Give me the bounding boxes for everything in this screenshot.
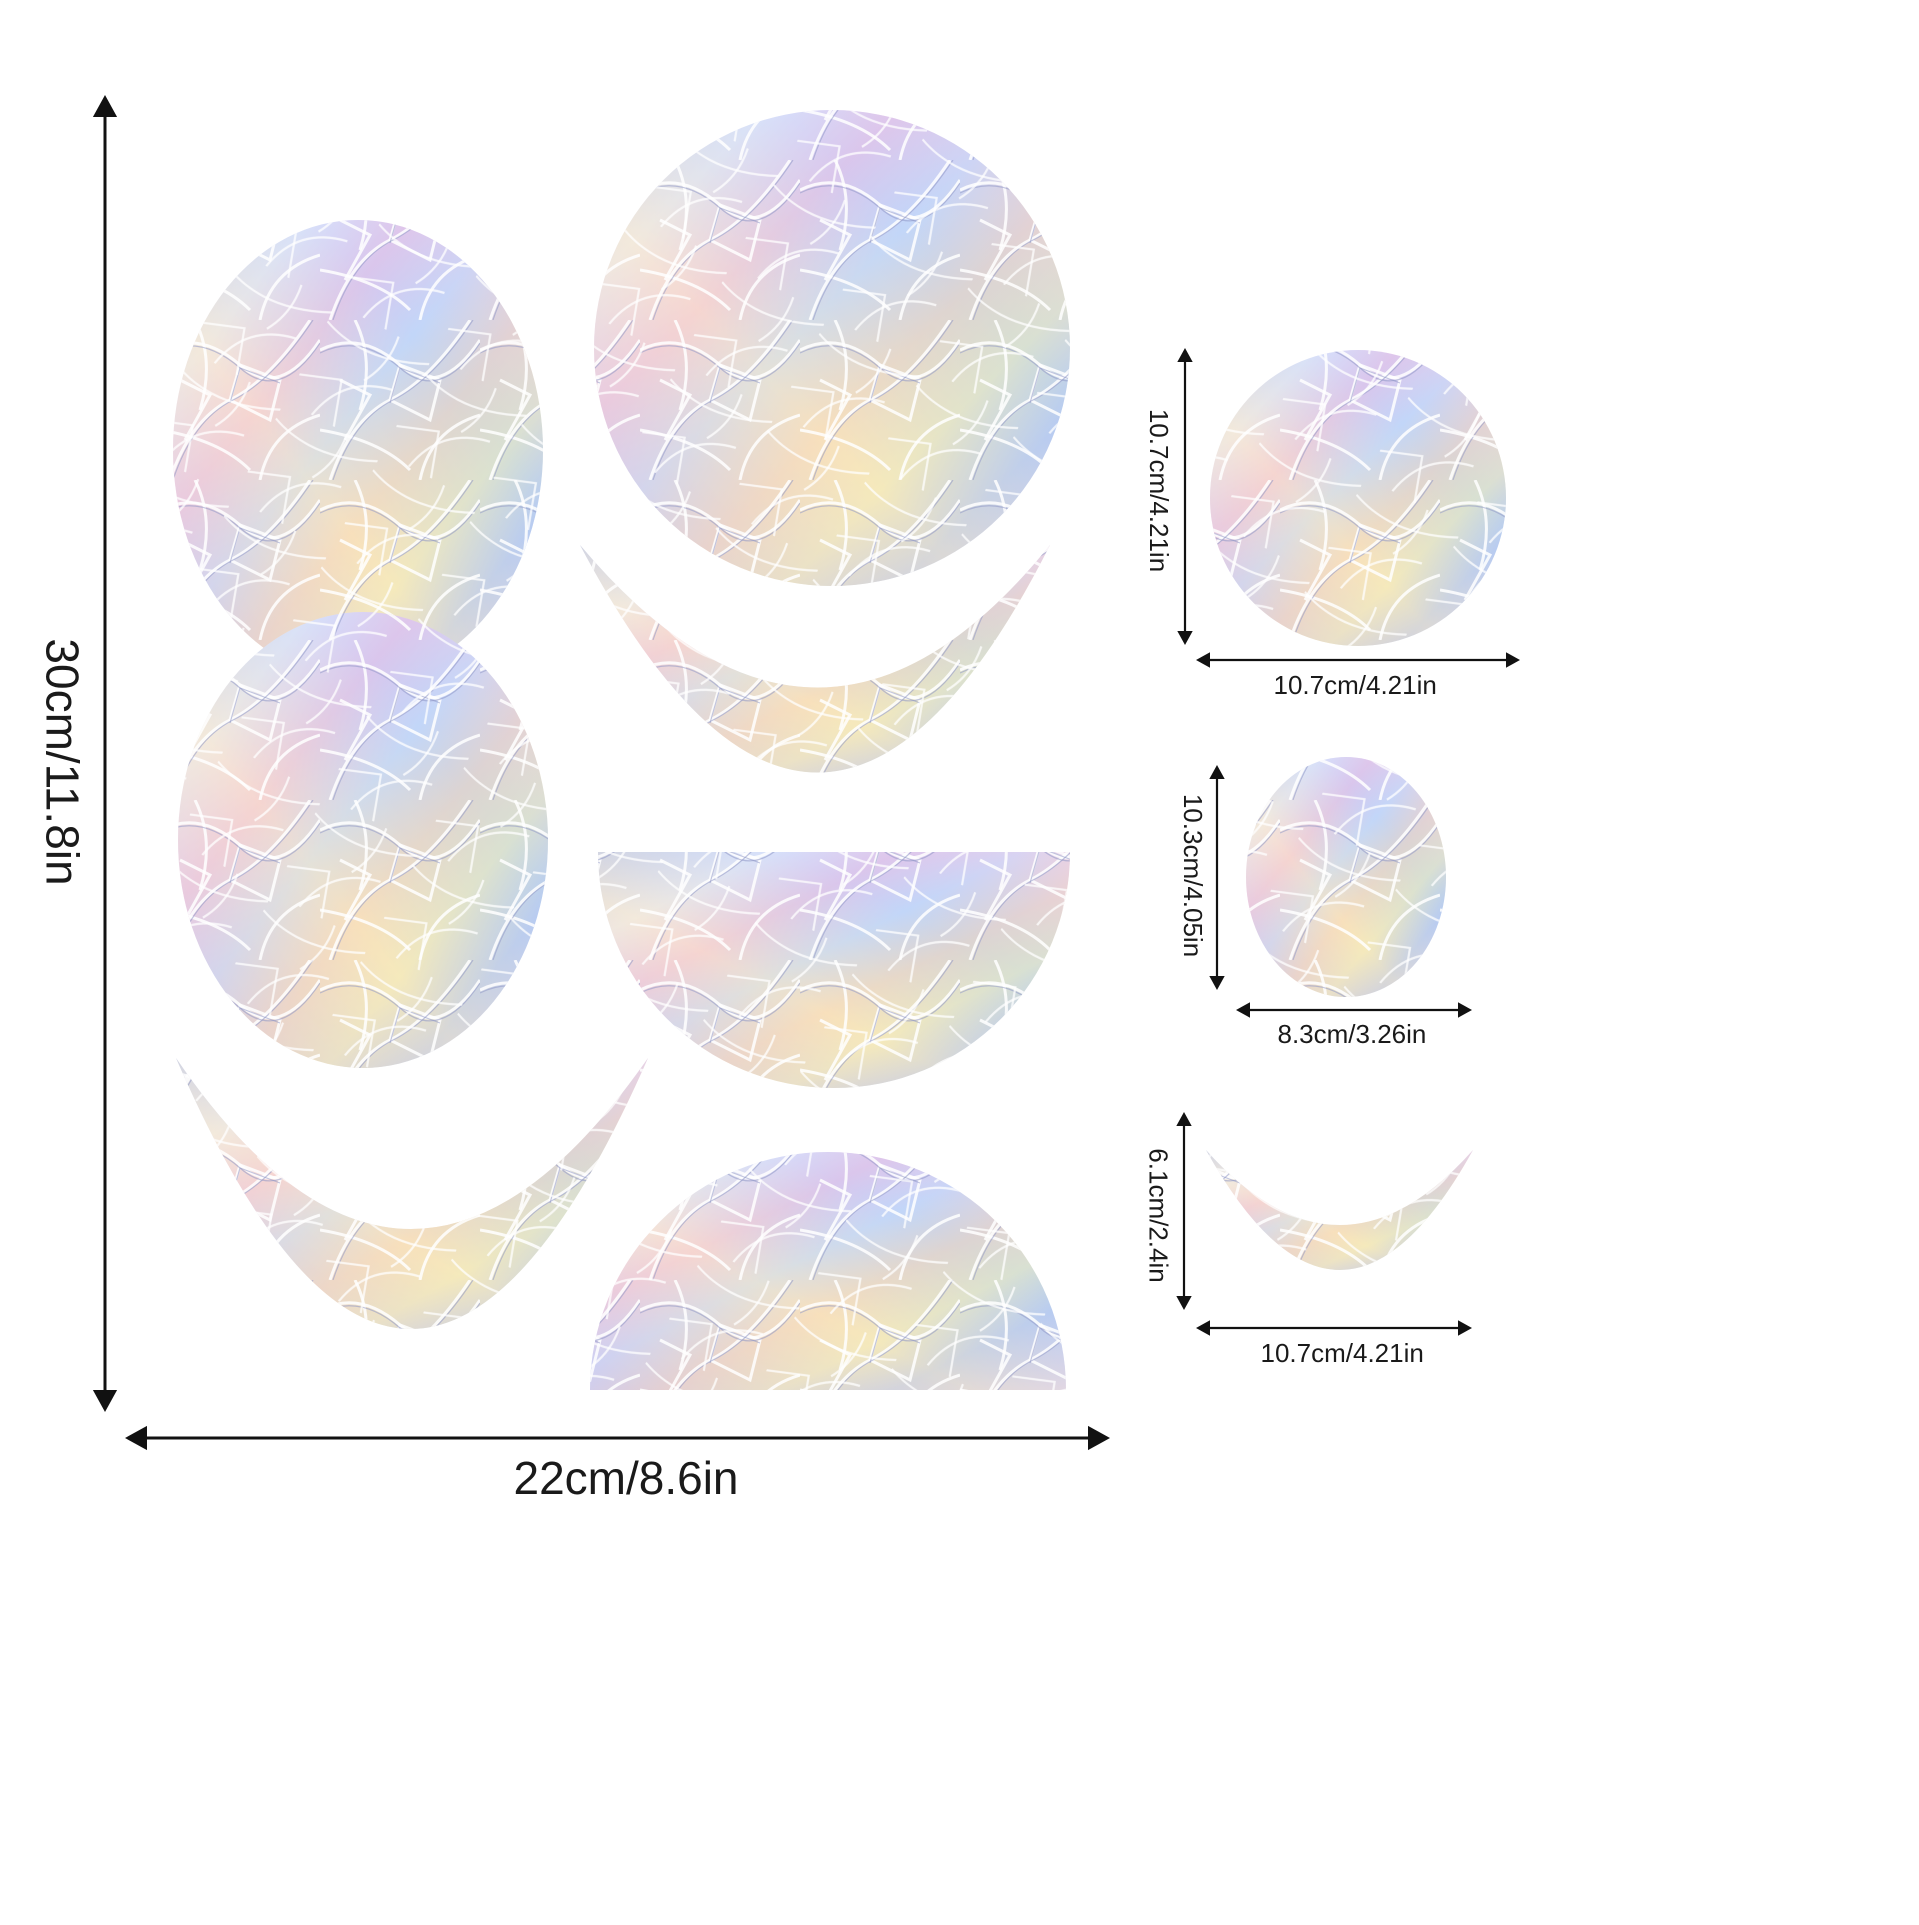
sticker-half-circle xyxy=(598,852,1070,1088)
sticker-crescent xyxy=(1206,1150,1473,1270)
crescent-height-arrow xyxy=(1176,1112,1192,1310)
sheet-height-arrow xyxy=(92,95,118,1412)
circle-height-label: 10.7cm/4.21in xyxy=(1143,408,1174,572)
sticker-oval xyxy=(178,612,548,1068)
oval-width-label: 8.3cm/3.26in xyxy=(1277,1018,1427,1049)
crescent-height-label: 6.1cm/2.4in xyxy=(1143,1147,1174,1283)
sticker-circle xyxy=(594,110,1070,586)
sheet-height-label: 30cm/11.8in xyxy=(36,638,89,886)
crescent-width-label: 10.7cm/4.21in xyxy=(1260,1337,1424,1368)
sheet-width-label: 22cm/8.6in xyxy=(513,1452,739,1504)
oval-height-arrow xyxy=(1209,765,1225,990)
oval-width-arrow xyxy=(1236,1002,1472,1018)
sticker-crescent xyxy=(176,1058,648,1329)
sticker-circle xyxy=(1210,350,1506,646)
circle-width-label: 10.7cm/4.21in xyxy=(1273,669,1437,700)
sticker-crescent xyxy=(580,545,1050,773)
crescent-width-arrow xyxy=(1196,1320,1472,1336)
sheet-width-arrow xyxy=(125,1425,1110,1451)
circle-height-arrow xyxy=(1177,348,1193,645)
circle-width-arrow xyxy=(1196,652,1520,668)
oval-height-label: 10.3cm/4.05in xyxy=(1177,793,1208,957)
sticker-oval xyxy=(173,220,543,680)
sticker-half-circle xyxy=(590,1152,1066,1390)
sticker-oval xyxy=(1246,757,1446,997)
